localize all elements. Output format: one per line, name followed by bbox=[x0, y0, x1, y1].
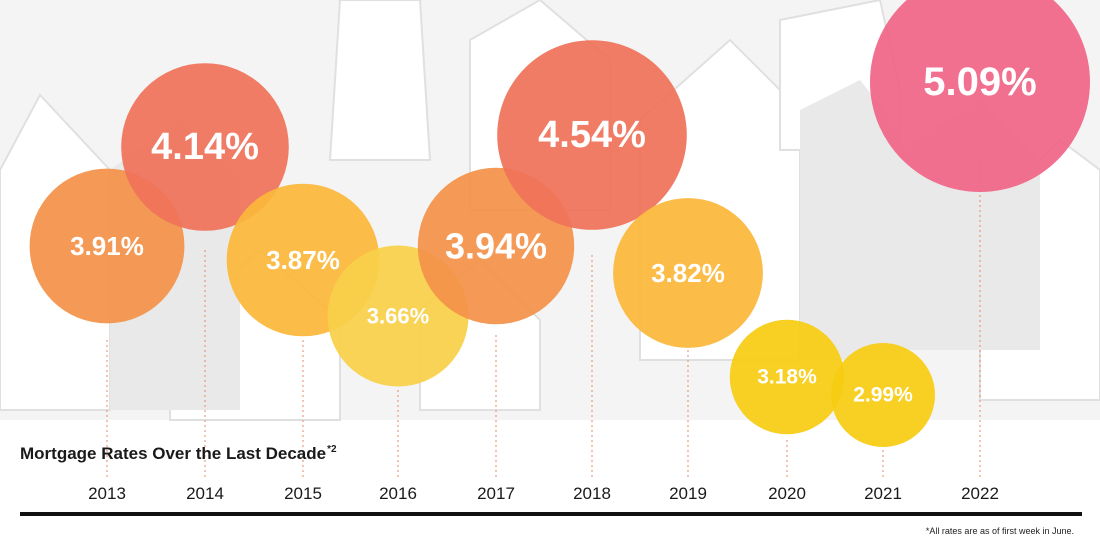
rate-label-2021: 2.99% bbox=[853, 384, 913, 407]
year-label-2022: 2022 bbox=[961, 484, 999, 503]
rate-labels: 3.91% 4.14% 3.87% 3.66% 3.94% 4.54% 3.82% 3.18%… bbox=[70, 60, 1037, 407]
bubble-2019 bbox=[613, 198, 763, 348]
year-label-2016: 2016 bbox=[379, 484, 417, 503]
rate-label-2022: 5.09% bbox=[923, 60, 1036, 104]
footnote: *All rates are as of first week in June. bbox=[925, 526, 1074, 536]
rate-label-2014: 4.14% bbox=[151, 126, 259, 168]
year-label-2021: 2021 bbox=[864, 484, 902, 503]
dotted-guides bbox=[106, 160, 981, 478]
year-label-2019: 2019 bbox=[669, 484, 707, 503]
year-label-2014: 2014 bbox=[186, 484, 224, 503]
bubble-2014 bbox=[121, 63, 289, 231]
year-label-2018: 2018 bbox=[573, 484, 611, 503]
x-axis-line bbox=[20, 512, 1082, 516]
year-label-2017: 2017 bbox=[477, 484, 515, 503]
bubble-2013 bbox=[29, 168, 185, 324]
year-label-2013: 2013 bbox=[88, 484, 126, 503]
chart-title-text: Mortgage Rates Over the Last Decade bbox=[20, 444, 327, 463]
rate-label-2019: 3.82% bbox=[651, 258, 725, 288]
bubble-2021 bbox=[831, 343, 935, 447]
year-axis-labels: 2013 2014 2015 2016 2017 2018 2019 2020 2021 2022 bbox=[88, 484, 999, 503]
rate-label-2017: 3.94% bbox=[445, 226, 547, 267]
rate-label-2013: 3.91% bbox=[70, 231, 144, 261]
chart-title: Mortgage Rates Over the Last Decade*2 bbox=[20, 444, 337, 464]
bubble-2022 bbox=[870, 0, 1090, 192]
year-label-2020: 2020 bbox=[768, 484, 806, 503]
rate-label-2016: 3.66% bbox=[367, 304, 429, 329]
year-label-2015: 2015 bbox=[284, 484, 322, 503]
rate-label-2015: 3.87% bbox=[266, 245, 340, 275]
rate-bubbles bbox=[29, 0, 1090, 447]
rate-label-2020: 3.18% bbox=[757, 366, 817, 389]
bubble-2018 bbox=[497, 40, 687, 230]
chart-title-superscript: *2 bbox=[327, 444, 337, 456]
rate-label-2018: 4.54% bbox=[538, 114, 646, 156]
bubble-2020 bbox=[729, 319, 845, 435]
